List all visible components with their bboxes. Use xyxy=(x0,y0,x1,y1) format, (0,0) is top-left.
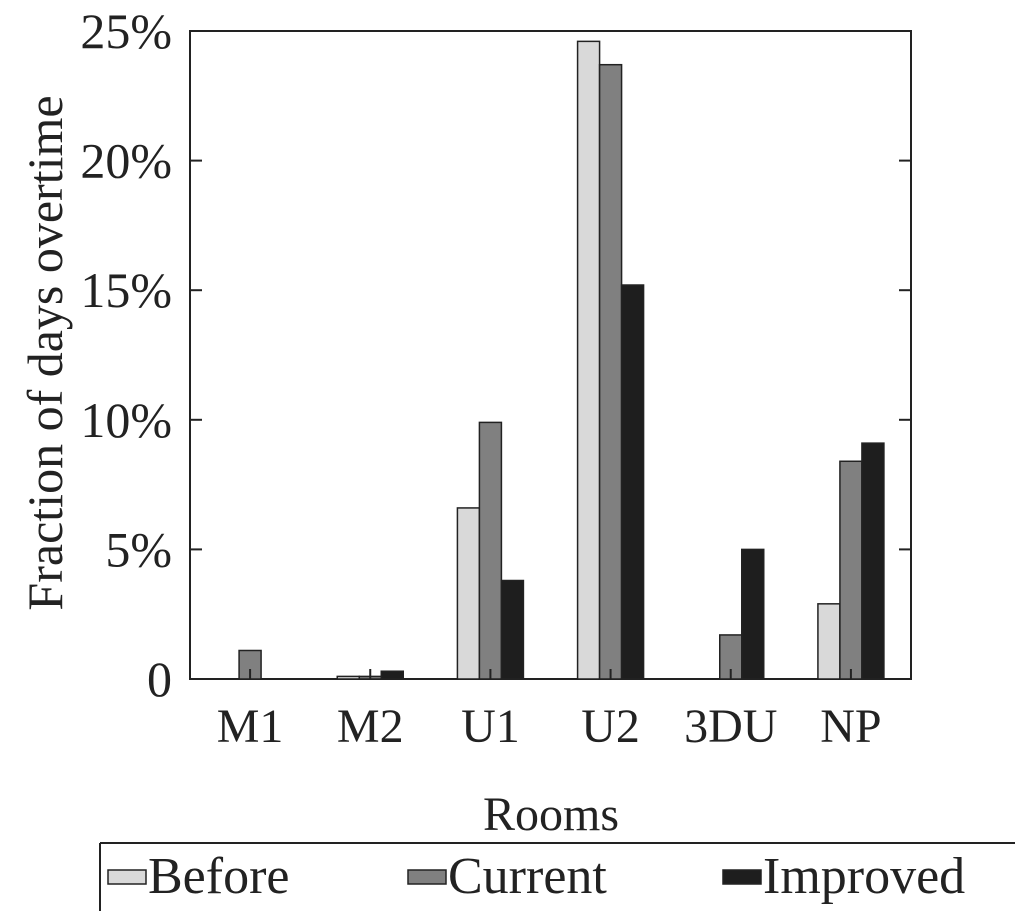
y-axis: 0 5% 10% 15% 20% 25% xyxy=(80,3,911,707)
y-tick-label: 5% xyxy=(105,521,172,577)
x-tick-label: 3DU xyxy=(684,700,777,753)
bar-current-u1 xyxy=(478,421,503,680)
y-tick-label: 10% xyxy=(80,392,172,448)
bar-before-np xyxy=(817,603,841,680)
legend-label-before: Before xyxy=(148,848,289,905)
y-axis-label: Fraction of days overtime xyxy=(17,95,73,610)
bar-improved-m2 xyxy=(380,670,404,680)
y-tick-label: 15% xyxy=(80,262,172,318)
plot-area xyxy=(189,30,912,680)
y-tick-label: 25% xyxy=(80,3,172,59)
legend: Before Current Improved xyxy=(99,842,1015,911)
y-tick-label: 0 xyxy=(147,651,172,707)
bar-before-u2 xyxy=(576,40,601,680)
x-tick-label: M1 xyxy=(217,700,284,753)
legend-swatch-current xyxy=(407,869,447,885)
x-axis: M1 M2 U1 U2 3DU NP xyxy=(217,669,882,753)
y-tick-label: 20% xyxy=(80,133,172,189)
x-tick-label: NP xyxy=(820,700,881,753)
plot-frame xyxy=(189,30,912,680)
legend-swatch-before xyxy=(107,869,147,885)
x-tick-label: M2 xyxy=(337,700,404,753)
bar-current-u2 xyxy=(598,63,623,680)
legend-label-improved: Improved xyxy=(763,848,965,905)
bar-improved-np xyxy=(861,442,885,680)
x-tick-label: U1 xyxy=(461,700,520,753)
bar-before-m2 xyxy=(336,675,360,680)
bar-improved-3du xyxy=(741,548,765,680)
legend-label-current: Current xyxy=(448,848,607,905)
bar-current-np xyxy=(839,460,863,680)
x-axis-label: Rooms xyxy=(483,788,619,841)
bar-improved-u1 xyxy=(500,579,525,680)
legend-swatch-improved xyxy=(722,869,762,885)
bar-before-u1 xyxy=(456,507,481,680)
bar-improved-u2 xyxy=(620,284,645,680)
x-tick-label: U2 xyxy=(581,700,640,753)
